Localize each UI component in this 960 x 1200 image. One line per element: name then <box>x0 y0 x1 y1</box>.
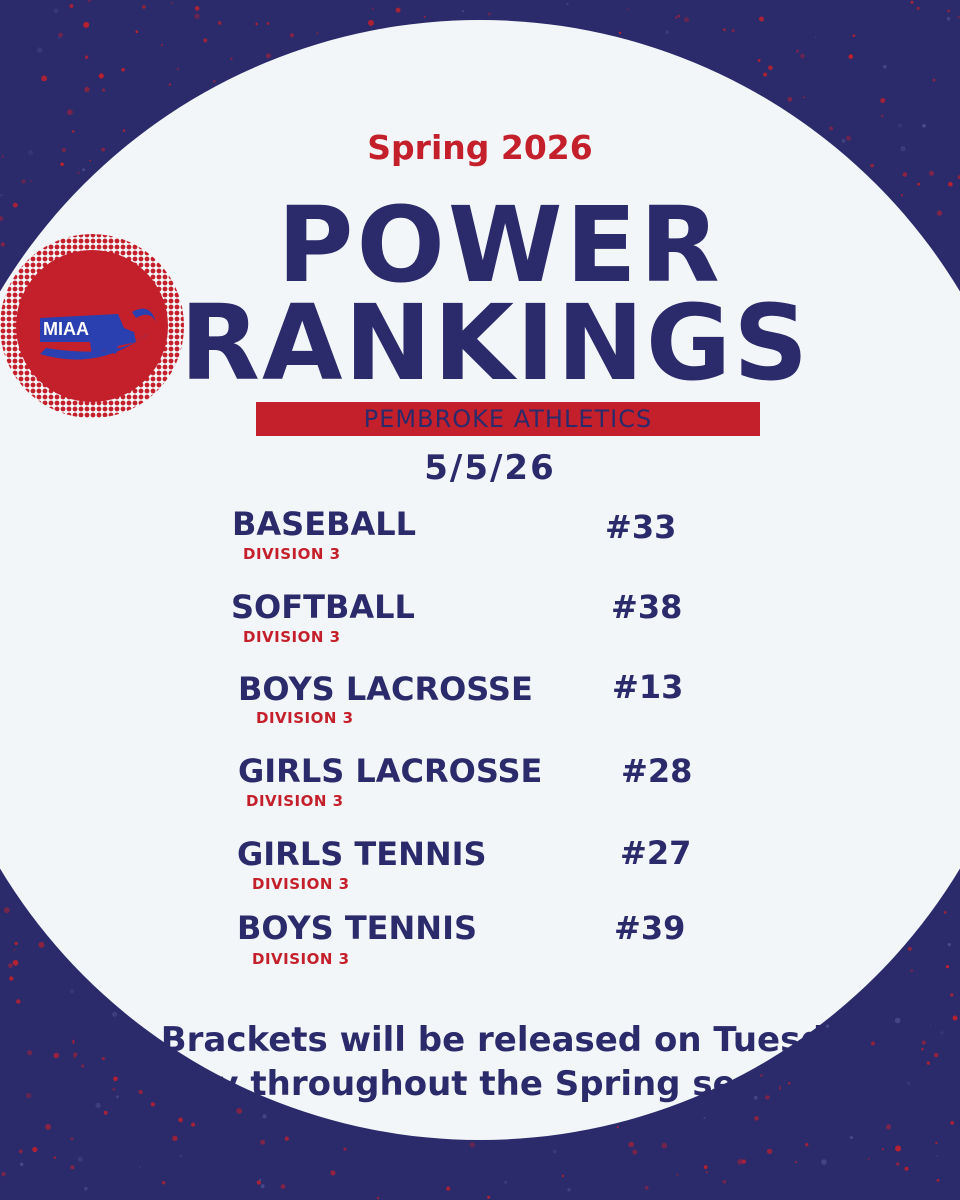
division-label: DIVISION 3 <box>243 628 341 646</box>
miaa-logo: MIAA <box>0 234 184 418</box>
sport-name: GIRLS LACROSSE <box>238 752 543 790</box>
division-label: DIVISION 3 <box>246 792 344 810</box>
rank-value: #39 <box>614 909 686 947</box>
division-label: DIVISION 3 <box>252 875 350 893</box>
rank-value: #27 <box>620 834 692 872</box>
footer-note: MIAA Brackets will be released on Tuesda… <box>49 1020 911 1104</box>
sport-name: BOYS LACROSSE <box>238 670 533 708</box>
background-circle <box>0 20 960 1140</box>
title-power: POWER <box>277 184 723 306</box>
sport-name: BASEBALL <box>232 505 416 543</box>
rank-value: #33 <box>605 508 677 546</box>
title-rankings: RANKINGS <box>179 282 811 404</box>
division-label: DIVISION 3 <box>252 950 350 968</box>
sport-name: GIRLS TENNIS <box>237 835 487 873</box>
sport-name: SOFTBALL <box>231 588 415 626</box>
rank-value: #38 <box>611 588 683 626</box>
sport-name: BOYS TENNIS <box>237 909 478 947</box>
division-label: DIVISION 3 <box>256 709 354 727</box>
rank-value: #28 <box>621 752 693 790</box>
school-banner-text: PEMBROKE ATHLETICS <box>363 405 653 433</box>
rank-value: #13 <box>612 668 684 706</box>
school-banner: PEMBROKE ATHLETICS <box>256 402 760 436</box>
logo-text: MIAA <box>43 319 89 339</box>
division-label: DIVISION 3 <box>243 545 341 563</box>
season-label: Spring 2026 <box>367 128 593 167</box>
ranking-date: 5/5/26 <box>424 448 556 488</box>
